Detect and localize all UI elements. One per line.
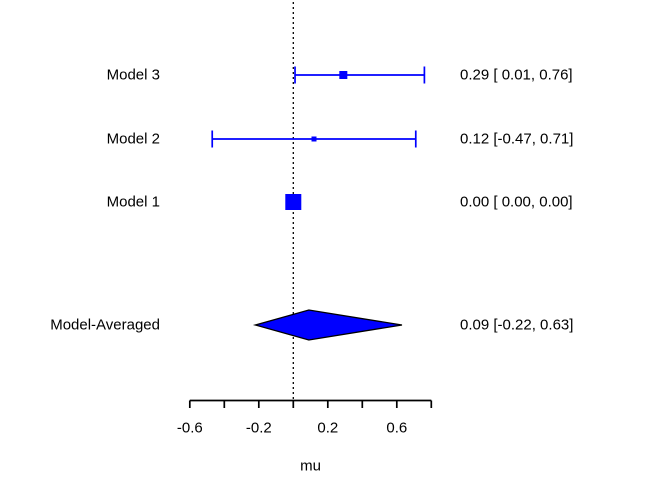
row-estimate-text: 0.09 [-0.22, 0.63] xyxy=(460,316,574,334)
row-label: Model 2 xyxy=(106,130,160,148)
x-tick-label: -0.6 xyxy=(176,419,203,437)
point-estimate-square xyxy=(339,71,348,79)
x-tick-label: 0.6 xyxy=(386,419,408,437)
row-label: Model-Averaged xyxy=(50,316,160,334)
point-estimate-square xyxy=(311,136,317,142)
x-tick-label: -0.2 xyxy=(245,419,272,437)
row-label: Model 1 xyxy=(106,193,160,211)
x-tick-label: 0.2 xyxy=(317,419,339,437)
row-estimate-text: 0.29 [ 0.01, 0.76] xyxy=(460,66,573,84)
row-estimate-text: 0.12 [-0.47, 0.71] xyxy=(460,130,574,148)
row-label: Model 3 xyxy=(106,66,160,84)
row-estimate-text: 0.00 [ 0.00, 0.00] xyxy=(460,193,573,211)
point-estimate-square xyxy=(285,194,302,210)
x-axis-title: mu xyxy=(300,457,321,475)
summary-diamond xyxy=(252,309,403,341)
